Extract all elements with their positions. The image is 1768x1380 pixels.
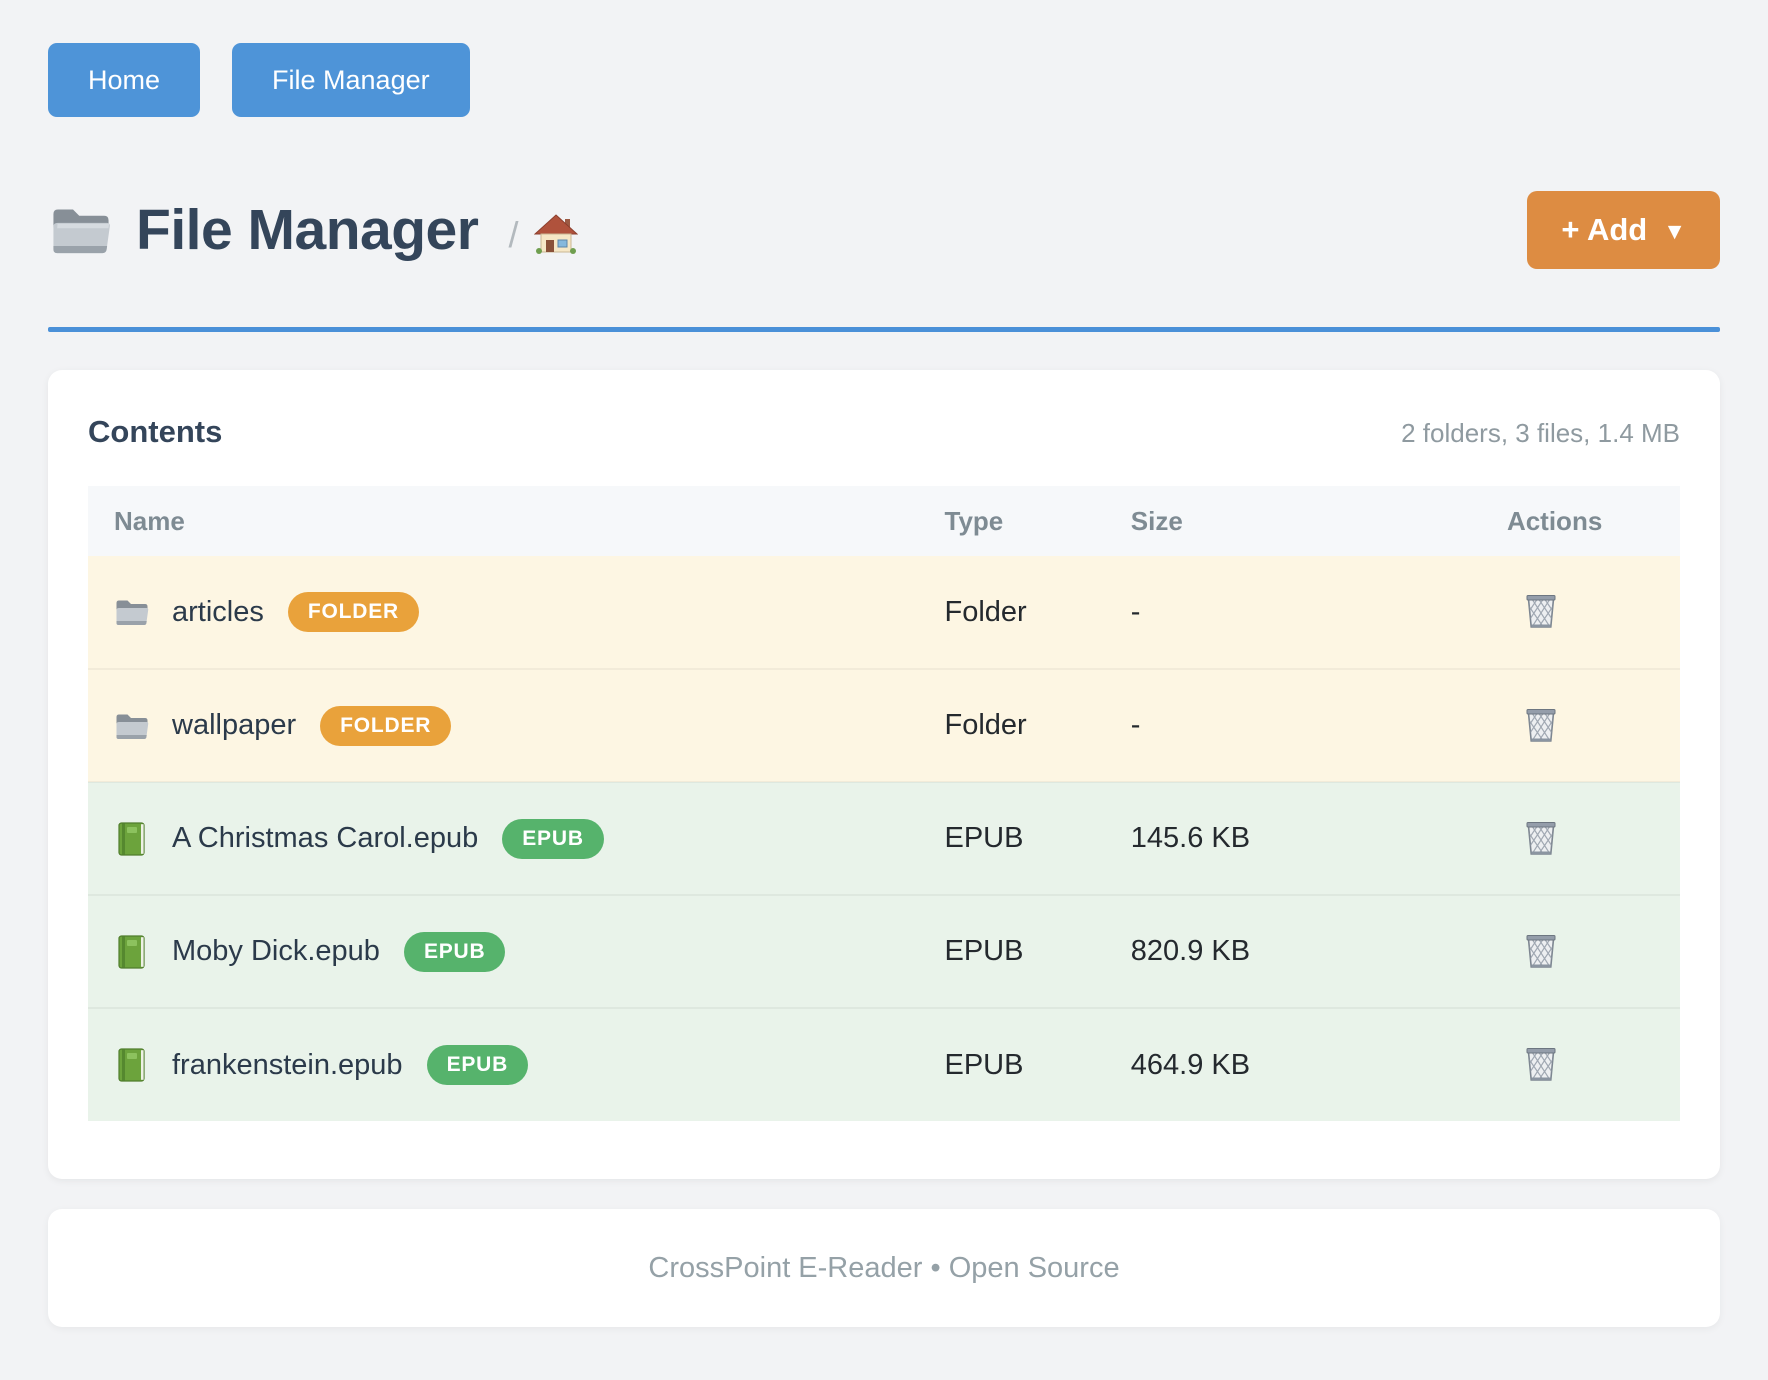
file-name[interactable]: A Christmas Carol.epub <box>172 822 479 854</box>
trash-icon <box>1523 817 1559 860</box>
column-header-type: Type <box>944 486 1131 556</box>
type-badge: EPUB <box>426 1045 529 1085</box>
file-name[interactable]: Moby Dick.epub <box>172 935 380 967</box>
table-row: A Christmas Carol.epub EPUB EPUB 145.6 K… <box>88 781 1680 895</box>
file-type: Folder <box>944 556 1131 669</box>
file-name[interactable]: wallpaper <box>172 709 297 741</box>
file-size: 820.9 KB <box>1130 894 1489 1008</box>
trash-icon <box>1523 930 1559 973</box>
delete-button[interactable] <box>1519 813 1563 864</box>
book-icon <box>112 934 152 969</box>
footer: CrossPoint E-Reader • Open Source <box>48 1209 1720 1327</box>
type-badge: EPUB <box>502 818 604 859</box>
file-size: 464.9 KB <box>1130 1007 1489 1121</box>
table-row: articles FOLDER Folder - <box>88 556 1680 669</box>
file-name[interactable]: frankenstein.epub <box>172 1048 403 1081</box>
file-table: Name Type Size Actions <box>88 486 1680 1121</box>
page: Home File Manager File Manager / <box>48 0 1720 1327</box>
top-nav: Home File Manager <box>48 0 1720 117</box>
book-icon <box>112 821 152 856</box>
trash-icon <box>1523 704 1559 747</box>
file-type: EPUB <box>944 781 1131 895</box>
footer-text: CrossPoint E-Reader • Open Source <box>648 1251 1120 1284</box>
card-header: Contents 2 folders, 3 files, 1.4 MB <box>88 414 1680 450</box>
file-size: 145.6 KB <box>1130 781 1489 895</box>
file-name[interactable]: articles <box>172 595 264 628</box>
folder-icon <box>48 203 114 257</box>
column-header-actions: Actions <box>1488 486 1680 556</box>
trash-icon <box>1523 590 1559 633</box>
type-badge: EPUB <box>403 931 506 972</box>
delete-button[interactable] <box>1519 586 1563 637</box>
folder-icon <box>112 597 152 627</box>
trash-icon <box>1523 1043 1559 1086</box>
table-row: Moby Dick.epub EPUB EPUB 820.9 KB <box>88 894 1680 1008</box>
page-title: File Manager <box>136 198 479 262</box>
contents-summary: 2 folders, 3 files, 1.4 MB <box>1401 418 1680 448</box>
add-button-label: + Add <box>1561 212 1648 247</box>
file-type: EPUB <box>944 1007 1131 1121</box>
title-row: File Manager / + Add ▼ <box>48 191 1720 269</box>
nav-file-manager-button[interactable]: File Manager <box>232 43 470 117</box>
file-size: - <box>1130 556 1489 669</box>
delete-button[interactable] <box>1519 700 1563 751</box>
contents-card: Contents 2 folders, 3 files, 1.4 MB Name… <box>48 370 1720 1179</box>
type-badge: FOLDER <box>287 592 419 632</box>
file-size: - <box>1130 668 1489 782</box>
caret-down-icon: ▼ <box>1663 217 1686 244</box>
title-left: File Manager / <box>48 197 1527 263</box>
book-icon <box>112 1048 152 1082</box>
table-row: wallpaper FOLDER Folder - <box>88 668 1680 782</box>
breadcrumb-separator: / <box>508 214 519 255</box>
home-icon[interactable] <box>534 214 579 254</box>
delete-button[interactable] <box>1519 1039 1563 1090</box>
folder-icon <box>112 711 152 741</box>
nav-home-button[interactable]: Home <box>48 43 201 117</box>
column-header-name: Name <box>88 486 945 556</box>
file-type: Folder <box>944 668 1131 782</box>
file-type: EPUB <box>944 894 1131 1008</box>
type-badge: FOLDER <box>320 705 452 746</box>
table-body: articles FOLDER Folder - <box>88 556 1680 1121</box>
column-header-size: Size <box>1130 486 1489 556</box>
table-row: frankenstein.epub EPUB EPUB 464.9 KB <box>88 1007 1680 1121</box>
accent-divider <box>48 327 1720 332</box>
panel-title: Contents <box>88 414 223 449</box>
add-button[interactable]: + Add ▼ <box>1527 191 1720 269</box>
table-header-row: Name Type Size Actions <box>88 486 1680 556</box>
delete-button[interactable] <box>1519 926 1563 977</box>
